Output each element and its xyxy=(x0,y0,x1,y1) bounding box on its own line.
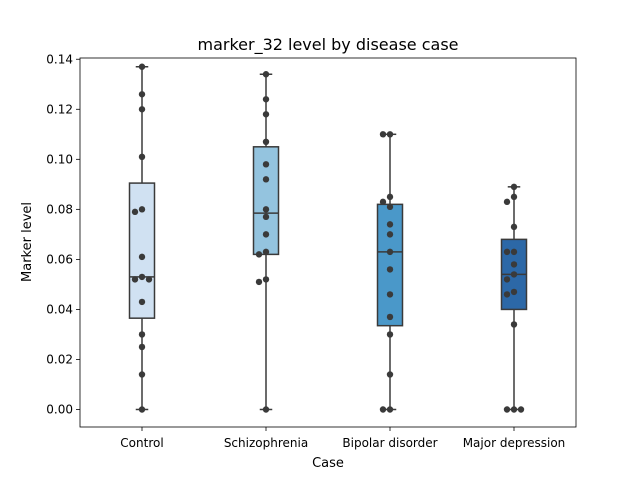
x-tick-label: Control xyxy=(120,436,163,450)
x-tick-label: Schizophrenia xyxy=(224,436,308,450)
data-point xyxy=(138,343,146,351)
data-point xyxy=(503,406,511,413)
x-axis-label: Case xyxy=(312,456,344,471)
y-tick-label: 0.04 xyxy=(46,302,73,316)
data-point xyxy=(262,138,270,146)
data-point xyxy=(138,331,146,338)
data-point xyxy=(262,111,270,118)
axes-frame xyxy=(79,57,577,428)
data-point xyxy=(131,208,139,216)
data-point xyxy=(386,331,394,338)
data-point xyxy=(510,223,518,231)
data-point xyxy=(255,278,263,286)
data-point xyxy=(510,271,518,278)
data-point xyxy=(503,248,511,256)
data-point xyxy=(262,406,270,413)
data-point xyxy=(138,106,146,113)
data-point xyxy=(510,193,518,201)
data-point xyxy=(510,288,518,296)
data-point xyxy=(262,213,270,221)
data-point xyxy=(262,231,270,238)
data-point xyxy=(138,253,146,261)
data-point xyxy=(510,248,518,256)
data-point xyxy=(503,198,511,206)
box xyxy=(128,182,156,319)
y-tick-label: 0.14 xyxy=(46,52,73,66)
data-point xyxy=(386,291,394,298)
x-tick-label: Major depression xyxy=(463,436,566,450)
data-point xyxy=(386,193,394,201)
y-tick-label: 0.00 xyxy=(46,402,73,416)
data-point xyxy=(386,313,394,321)
data-point xyxy=(503,276,511,283)
data-point xyxy=(138,63,146,70)
chart-title: marker_32 level by disease case xyxy=(197,35,458,55)
data-point xyxy=(255,251,263,258)
data-point xyxy=(262,176,270,183)
y-tick-label: 0.12 xyxy=(46,102,73,116)
data-point xyxy=(138,371,146,378)
data-point xyxy=(262,71,270,78)
y-tick-label: 0.06 xyxy=(46,252,73,266)
y-tick-label: 0.10 xyxy=(46,152,73,166)
x-tick-label: Bipolar disorder xyxy=(342,436,437,450)
data-point xyxy=(386,221,394,228)
y-tick-label: 0.08 xyxy=(46,202,73,216)
data-point xyxy=(262,248,270,256)
data-point xyxy=(386,203,394,211)
data-point xyxy=(145,276,153,283)
data-point xyxy=(138,273,146,281)
data-point xyxy=(510,321,518,328)
data-point xyxy=(386,371,394,378)
data-point xyxy=(386,131,394,138)
data-point xyxy=(386,231,394,238)
data-point xyxy=(262,96,270,103)
data-point xyxy=(379,131,387,138)
data-point xyxy=(510,261,518,268)
data-point xyxy=(138,153,146,161)
data-point xyxy=(503,291,511,298)
data-point xyxy=(510,406,518,413)
data-point xyxy=(262,206,270,213)
data-point xyxy=(138,406,146,413)
data-point xyxy=(138,298,146,306)
data-point xyxy=(262,276,270,283)
data-point xyxy=(262,161,270,168)
data-point xyxy=(138,91,146,98)
data-point xyxy=(517,406,525,413)
data-point xyxy=(510,183,518,191)
data-point xyxy=(379,198,387,206)
data-point xyxy=(386,266,394,273)
data-point xyxy=(379,406,387,413)
plot-area: 0.00 0.02 0.04 0.06 0.08 0.10 0.12 0.14 Control S… xyxy=(46,52,577,450)
data-point xyxy=(131,276,139,283)
data-point xyxy=(386,406,394,413)
data-point xyxy=(138,206,146,213)
y-axis-label: Marker level xyxy=(20,202,35,282)
y-tick-label: 0.02 xyxy=(46,352,73,366)
data-point xyxy=(386,248,394,256)
